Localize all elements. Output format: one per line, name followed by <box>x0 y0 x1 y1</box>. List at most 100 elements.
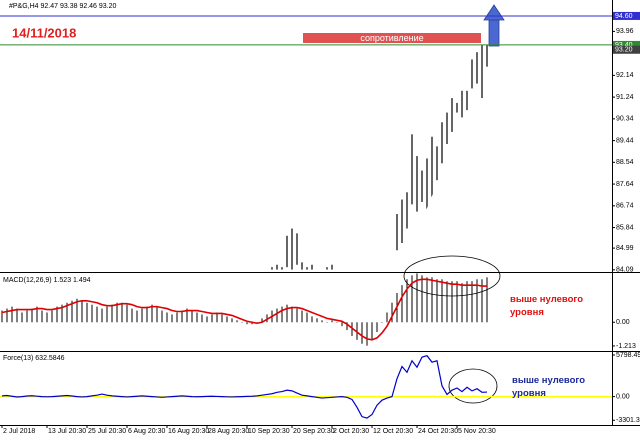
histogram-bar <box>81 300 83 323</box>
panel: 93.96 92.14 91.24 90.34 89.44 88.54 87.64 86.74… <box>0 11 640 274</box>
level-label: 94.60 <box>615 13 633 20</box>
histogram-bar <box>231 318 233 323</box>
histogram-bar <box>226 316 228 323</box>
histogram-bar <box>376 322 378 333</box>
histogram-bar <box>86 302 88 323</box>
histogram-bar <box>326 322 328 323</box>
histogram-bar <box>486 277 488 323</box>
histogram-bar <box>201 314 203 323</box>
level-box <box>613 40 640 49</box>
histogram-bar <box>346 322 348 331</box>
y-tick-label: 86.74 <box>616 203 634 210</box>
histogram-bar <box>466 281 468 323</box>
histogram-bar <box>401 285 403 323</box>
histogram-bar <box>261 318 263 323</box>
last-price-box <box>613 45 640 54</box>
histogram-bar <box>296 308 298 323</box>
price-title: #P&G,H4 92.47 93.38 92.46 93.20 <box>9 3 117 10</box>
histogram-bar <box>431 277 433 323</box>
histogram-bar <box>246 322 248 325</box>
x-tick-label: 24 Oct 20:30 <box>418 428 458 435</box>
y-tick-label: 93.96 <box>616 28 634 35</box>
histogram-bar <box>176 312 178 323</box>
histogram-bar <box>111 304 113 323</box>
histogram-bar <box>421 275 423 323</box>
y-tick-label: 0.00 <box>616 393 630 400</box>
histogram-bar <box>241 322 243 323</box>
resistance-label: сопротивление <box>360 33 423 43</box>
histogram-bar <box>276 308 278 323</box>
histogram-bar <box>416 273 418 323</box>
histogram-bar <box>336 322 338 323</box>
resistance-box <box>303 33 481 43</box>
histogram-bar <box>41 310 43 323</box>
histogram-bar <box>211 314 213 323</box>
histogram-bar <box>316 318 318 323</box>
histogram-bar <box>126 304 128 323</box>
histogram-bar <box>436 279 438 323</box>
histogram-bar <box>191 310 193 323</box>
y-tick-label: 0.00 <box>616 319 630 326</box>
x-tick-label: 2 Oct 20:30 <box>333 428 369 435</box>
histogram-bar <box>476 279 478 323</box>
histogram-bar <box>11 306 13 323</box>
histogram-bar <box>321 320 323 323</box>
y-tick-label: 90.34 <box>616 116 634 123</box>
histogram-bar <box>71 300 73 323</box>
last-price-label: 93.20 <box>615 47 633 54</box>
x-tick-label: 5 Nov 20:30 <box>458 428 496 435</box>
histogram-bar <box>481 279 483 323</box>
histogram-bar <box>156 306 158 323</box>
macd-title: MACD(12,26,9) 1.523 1.494 <box>3 277 91 284</box>
histogram-bar <box>221 314 223 323</box>
histogram-bar <box>146 306 148 323</box>
histogram-bar <box>441 279 443 323</box>
histogram-bar <box>1 310 3 323</box>
histogram-bar <box>361 322 363 344</box>
y-tick-label: 84.09 <box>616 267 634 274</box>
histogram-bar <box>106 306 108 323</box>
y-tick-label: 87.64 <box>616 181 634 188</box>
histogram-bar <box>341 322 343 327</box>
y-tick-label: 88.54 <box>616 159 634 166</box>
histogram-bar <box>161 310 163 323</box>
histogram-bar <box>171 314 173 323</box>
histogram-bar <box>91 304 93 323</box>
histogram-bar <box>386 312 388 323</box>
histogram-bar <box>141 308 143 323</box>
histogram-bar <box>116 302 118 323</box>
histogram-bar <box>56 306 58 323</box>
force-title: Force(13) 632.5846 <box>3 355 65 362</box>
histogram-bar <box>471 281 473 323</box>
histogram-bar <box>151 304 153 323</box>
x-tick-label: 13 Jul 20:30 <box>48 428 86 435</box>
histogram-bar <box>76 298 78 323</box>
signal-line <box>1 278 487 341</box>
histogram-bar <box>196 312 198 323</box>
y-tick-label: 91.24 <box>616 94 634 101</box>
force-ellipse <box>448 368 498 404</box>
histogram-bar <box>6 308 8 323</box>
y-tick-label: -1.213 <box>616 343 636 350</box>
histogram-bar <box>306 312 308 323</box>
histogram-bar <box>446 281 448 323</box>
histogram-bar <box>251 322 253 325</box>
y-tick-label: 92.14 <box>616 72 634 79</box>
y-tick-label: 85.84 <box>616 224 634 231</box>
histogram-bar <box>21 312 23 323</box>
panel: 0.00 -1.213 <box>1 273 636 350</box>
histogram-bar <box>186 308 188 323</box>
histogram-bar <box>331 320 333 323</box>
histogram-bar <box>36 306 38 323</box>
histogram-bar <box>121 302 123 323</box>
x-tick-label: 2 Jul 2018 <box>3 428 35 435</box>
date-annotation: 14/11/2018 <box>12 25 76 40</box>
y-tick-label: 5798.496 <box>616 352 640 359</box>
histogram-bar <box>131 308 133 323</box>
y-tick-label: 84.99 <box>616 245 634 252</box>
histogram-bar <box>66 302 68 323</box>
histogram-bar <box>456 281 458 323</box>
histogram-bar <box>31 308 33 323</box>
